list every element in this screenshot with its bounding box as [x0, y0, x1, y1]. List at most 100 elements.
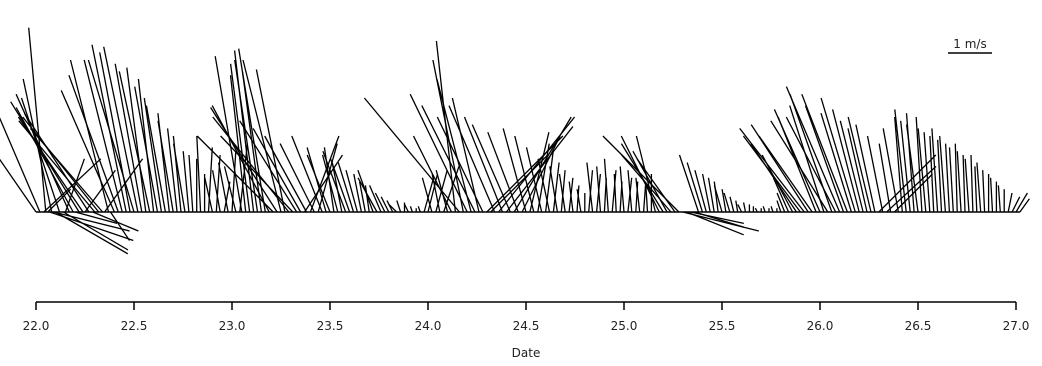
- velocity-stick: [735, 200, 739, 213]
- velocity-stick: [404, 204, 409, 213]
- velocity-stick: [1007, 192, 1013, 213]
- velocity-stick: [937, 139, 943, 213]
- velocity-stick: [229, 63, 251, 213]
- velocity-stick: [956, 151, 962, 213]
- velocity-stick: [84, 169, 116, 213]
- velocity-stick: [758, 135, 813, 213]
- velocity-stick: [621, 154, 672, 213]
- velocity-stick: [721, 189, 727, 213]
- velocity-stick: [948, 147, 954, 213]
- velocity-stick: [694, 211, 745, 228]
- scale-label: 1 m/s: [953, 37, 986, 51]
- velocity-stick: [412, 135, 453, 213]
- velocity-stick: [380, 196, 390, 213]
- velocity-stick: [29, 127, 104, 213]
- velocity-stick: [396, 200, 402, 213]
- velocity-stick: [576, 189, 582, 213]
- velocity-stick: [234, 59, 259, 213]
- velocity-stick: [357, 177, 378, 213]
- velocity-stick: [463, 116, 504, 213]
- velocity-stick: [636, 158, 676, 213]
- velocity-stick: [820, 113, 853, 213]
- velocity-stick: [63, 211, 129, 251]
- velocity-stick: [529, 132, 550, 213]
- velocity-stick: [776, 200, 782, 213]
- velocity-stick: [436, 116, 484, 213]
- velocity-stick: [586, 162, 594, 213]
- velocity-stick: [847, 128, 868, 213]
- velocity-stick: [905, 124, 919, 213]
- x-axis-title: Date: [512, 346, 541, 360]
- velocity-stick: [436, 78, 472, 213]
- velocity-stick: [358, 181, 366, 213]
- velocity-stick: [686, 162, 704, 213]
- velocity-stick: [855, 124, 876, 213]
- velocity-stick: [635, 177, 641, 213]
- scale-indicator: 1 m/s: [948, 37, 992, 54]
- velocity-stick: [303, 154, 344, 213]
- velocity-stick: [0, 158, 37, 213]
- velocity-stick: [915, 116, 923, 213]
- velocity-stick: [92, 211, 139, 232]
- velocity-stick: [923, 132, 931, 213]
- x-tick-label: 23.5: [317, 319, 344, 333]
- velocity-stick: [770, 206, 774, 213]
- velocity-stick: [976, 162, 982, 213]
- velocity-stick: [255, 69, 286, 213]
- velocity-stick: [525, 147, 543, 213]
- velocity-stick: [558, 173, 566, 213]
- velocity-stick: [211, 170, 221, 213]
- velocity-stick: [776, 192, 786, 213]
- velocity-stick: [211, 105, 270, 213]
- velocity-stick: [126, 67, 147, 213]
- velocity-stick: [866, 135, 884, 213]
- velocity-stick: [831, 109, 860, 213]
- velocity-stick: [241, 71, 263, 213]
- velocity-stick: [552, 162, 560, 213]
- velocity-stick: [701, 173, 711, 213]
- velocity-stick: [613, 173, 617, 213]
- velocity-stick: [894, 116, 903, 213]
- velocity-stick: [568, 181, 574, 213]
- x-ticks: 22.0 22.5 23.0 23.5 24.0 24.5 25.0 25.5 26.0 26.5…: [23, 302, 1030, 333]
- velocity-stick: [239, 120, 298, 213]
- velocity-stick: [785, 86, 841, 213]
- velocity-stick: [322, 150, 347, 213]
- x-tick-label: 24.5: [513, 319, 540, 333]
- velocity-stick: [847, 116, 872, 213]
- velocity-sticks: [0, 27, 1030, 255]
- velocity-stick: [0, 117, 41, 213]
- x-axis: 22.0 22.5 23.0 23.5 24.0 24.5 25.0 25.5 26.0 26.5…: [23, 301, 1030, 360]
- velocity-stick: [172, 143, 186, 213]
- x-tick-label: 26.0: [807, 319, 834, 333]
- velocity-stick: [369, 185, 382, 213]
- x-tick-label: 27.0: [1003, 319, 1030, 333]
- velocity-stick: [939, 135, 947, 213]
- velocity-stick: [537, 143, 550, 213]
- velocity-stick: [421, 105, 476, 213]
- velocity-stick: [220, 135, 294, 213]
- velocity-stick: [252, 128, 302, 213]
- velocity-stick: [83, 59, 123, 213]
- velocity-stick: [363, 97, 460, 213]
- velocity-stick: [917, 128, 927, 213]
- velocity-stick: [894, 109, 907, 213]
- velocity-stick: [894, 173, 933, 213]
- velocity-stick: [118, 71, 151, 213]
- velocity-stick: [321, 154, 339, 213]
- velocity-stick: [423, 177, 435, 213]
- velocity-stick: [217, 162, 229, 213]
- velocity-stick: [929, 135, 935, 213]
- velocity-stick: [954, 143, 958, 213]
- velocity-stick: [471, 124, 511, 213]
- velocity-stick: [114, 63, 143, 213]
- velocity-stick: [611, 170, 617, 213]
- velocity-stick: [329, 158, 351, 213]
- velocity-stick: [1015, 192, 1028, 213]
- velocity-stick: [514, 135, 535, 213]
- velocity-stick: [602, 135, 680, 213]
- velocity-stick: [188, 154, 194, 213]
- velocity-stick: [18, 120, 96, 213]
- velocity-stick: [944, 143, 951, 213]
